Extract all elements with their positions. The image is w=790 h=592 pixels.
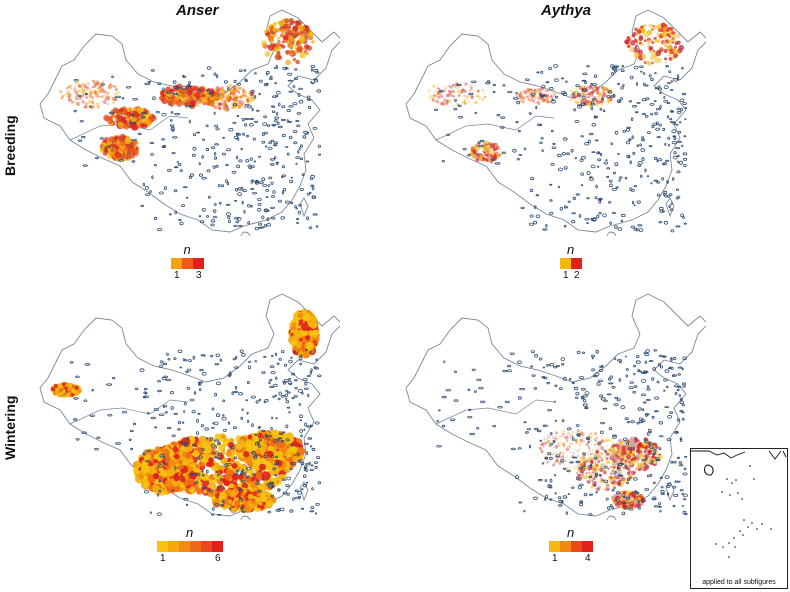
legend-swatch xyxy=(571,541,582,552)
legend-label: 1 xyxy=(563,270,569,281)
legend-swatch xyxy=(171,258,182,269)
legend-symbol: n xyxy=(567,525,575,540)
legend-label: 1 xyxy=(552,553,558,564)
legend-label: 1 xyxy=(160,553,166,564)
legend-label: 3 xyxy=(196,270,202,281)
legend-symbol: n xyxy=(183,242,191,257)
china-map xyxy=(39,293,340,520)
row-title-wintering: Wintering xyxy=(2,395,18,460)
legend-label: 2 xyxy=(574,270,580,281)
legend-swatch xyxy=(212,541,223,552)
legend-aythya-wintering: n 1 4 xyxy=(549,525,597,565)
legend-swatch xyxy=(179,541,190,552)
south-china-sea-inset: applied to all subfigures xyxy=(690,448,788,589)
legend-swatch xyxy=(201,541,212,552)
legend-swatch xyxy=(571,258,582,269)
map-aythya-wintering xyxy=(396,290,706,520)
map-anser-breeding xyxy=(30,6,340,236)
china-map xyxy=(405,9,706,236)
column-title-anser: Anser xyxy=(176,2,219,19)
legend-swatch xyxy=(193,258,204,269)
legend-label: 6 xyxy=(215,553,221,564)
legend-swatch xyxy=(157,541,168,552)
legend-symbol: n xyxy=(567,242,575,257)
china-map xyxy=(405,293,706,520)
map-aythya-breeding xyxy=(396,6,706,236)
legend-swatch xyxy=(549,541,560,552)
legend-symbol: n xyxy=(186,525,194,540)
china-map xyxy=(39,9,340,236)
map-anser-wintering xyxy=(30,290,340,520)
column-title-aythya: Aythya xyxy=(541,2,592,19)
inset-caption: applied to all subfigures xyxy=(702,579,776,586)
legend-label: 4 xyxy=(585,553,591,564)
legend-swatch xyxy=(190,541,201,552)
legend-anser-wintering: n 1 6 xyxy=(157,525,227,565)
legend-label: 1 xyxy=(174,270,180,281)
row-title-breeding: Breeding xyxy=(2,115,18,176)
legend-swatch xyxy=(582,541,593,552)
legend-swatch xyxy=(560,541,571,552)
legend-anser-breeding: n 1 3 xyxy=(171,242,211,282)
legend-swatch xyxy=(168,541,179,552)
legend-swatch xyxy=(560,258,571,269)
legend-swatch xyxy=(182,258,193,269)
inset-map xyxy=(691,450,787,558)
